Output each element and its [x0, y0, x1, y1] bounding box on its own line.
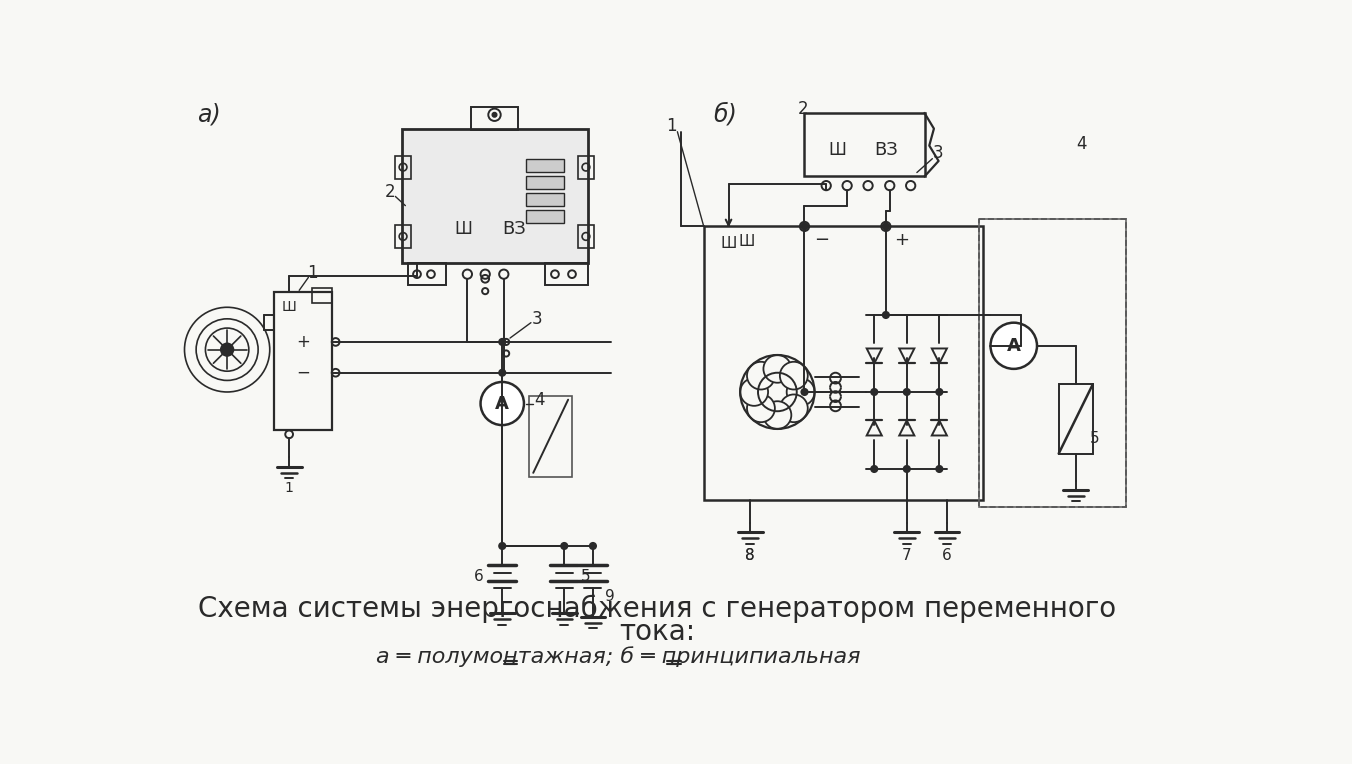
Text: +: +: [296, 333, 310, 351]
Text: 8: 8: [745, 548, 754, 563]
Bar: [526, 210, 564, 222]
Text: б): б): [714, 103, 737, 127]
Text: 3: 3: [531, 310, 542, 328]
Bar: [273, 292, 331, 430]
Bar: [312, 288, 331, 303]
Bar: [526, 193, 564, 206]
Bar: [395, 156, 411, 179]
Circle shape: [936, 389, 942, 395]
Circle shape: [220, 344, 234, 356]
Bar: [804, 113, 925, 176]
Text: 4: 4: [1076, 135, 1087, 153]
Polygon shape: [932, 348, 946, 364]
Text: Ш: Ш: [721, 236, 737, 251]
Bar: [402, 128, 588, 264]
Text: A: A: [1007, 337, 1021, 354]
Circle shape: [871, 466, 877, 472]
Text: ВЗ: ВЗ: [873, 141, 898, 159]
Bar: [545, 264, 588, 285]
Circle shape: [883, 312, 890, 318]
Circle shape: [764, 355, 791, 383]
Bar: [1059, 384, 1092, 454]
Text: тока:: тока:: [619, 618, 695, 646]
Text: Ш: Ш: [281, 300, 296, 314]
Text: 6: 6: [475, 569, 484, 584]
Bar: [472, 107, 518, 130]
Circle shape: [492, 112, 496, 117]
Text: 2: 2: [384, 183, 395, 201]
Text: 5: 5: [581, 569, 591, 584]
Circle shape: [903, 466, 910, 472]
Text: а): а): [197, 103, 222, 127]
Text: 1: 1: [667, 118, 676, 135]
Polygon shape: [899, 348, 914, 364]
Text: 8: 8: [745, 548, 754, 563]
Text: 3: 3: [933, 144, 944, 162]
Polygon shape: [867, 420, 882, 435]
Circle shape: [748, 362, 775, 390]
Circle shape: [883, 223, 890, 229]
Text: −: −: [814, 231, 829, 249]
Circle shape: [499, 370, 506, 376]
Bar: [579, 225, 594, 248]
Polygon shape: [867, 348, 882, 364]
Circle shape: [802, 223, 807, 229]
Polygon shape: [932, 420, 946, 435]
Text: −: −: [296, 364, 310, 382]
Text: Ш: Ш: [738, 235, 754, 249]
Text: 1: 1: [285, 481, 293, 495]
Bar: [526, 176, 564, 189]
Bar: [408, 264, 446, 285]
Text: 1: 1: [307, 264, 318, 282]
Circle shape: [480, 382, 525, 425]
Circle shape: [802, 389, 807, 395]
Text: 5: 5: [1090, 431, 1101, 445]
Text: Ш: Ш: [454, 220, 472, 238]
Text: а ═ полумонтажная; б ═ принципиальная: а ═ полумонтажная; б ═ принципиальная: [376, 646, 861, 667]
Circle shape: [787, 378, 814, 406]
Bar: [979, 219, 1126, 507]
Polygon shape: [899, 420, 914, 435]
Text: Ш: Ш: [829, 141, 846, 159]
Text: ВЗ: ВЗ: [502, 220, 526, 238]
Bar: [526, 160, 564, 172]
Bar: [395, 225, 411, 248]
Circle shape: [589, 543, 596, 549]
Circle shape: [991, 322, 1037, 369]
Text: 7: 7: [902, 548, 911, 563]
Circle shape: [903, 389, 910, 395]
Circle shape: [780, 362, 807, 390]
Bar: [704, 226, 983, 500]
Circle shape: [499, 339, 506, 345]
Bar: [979, 219, 1126, 507]
Text: A: A: [495, 394, 510, 413]
Text: Схема системы энергоснабжения с генератором переменного: Схема системы энергоснабжения с генерато…: [199, 595, 1117, 623]
Circle shape: [499, 543, 506, 549]
Bar: [530, 396, 572, 477]
Bar: [579, 156, 594, 179]
Circle shape: [748, 394, 775, 422]
Circle shape: [780, 394, 807, 422]
Text: +: +: [894, 231, 909, 249]
Circle shape: [936, 466, 942, 472]
Text: 4: 4: [534, 390, 545, 409]
Text: 9: 9: [606, 588, 615, 604]
Text: 6: 6: [942, 548, 952, 563]
Circle shape: [740, 378, 768, 406]
Text: 2: 2: [798, 99, 808, 118]
Circle shape: [764, 401, 791, 429]
Circle shape: [561, 543, 568, 549]
Circle shape: [871, 389, 877, 395]
